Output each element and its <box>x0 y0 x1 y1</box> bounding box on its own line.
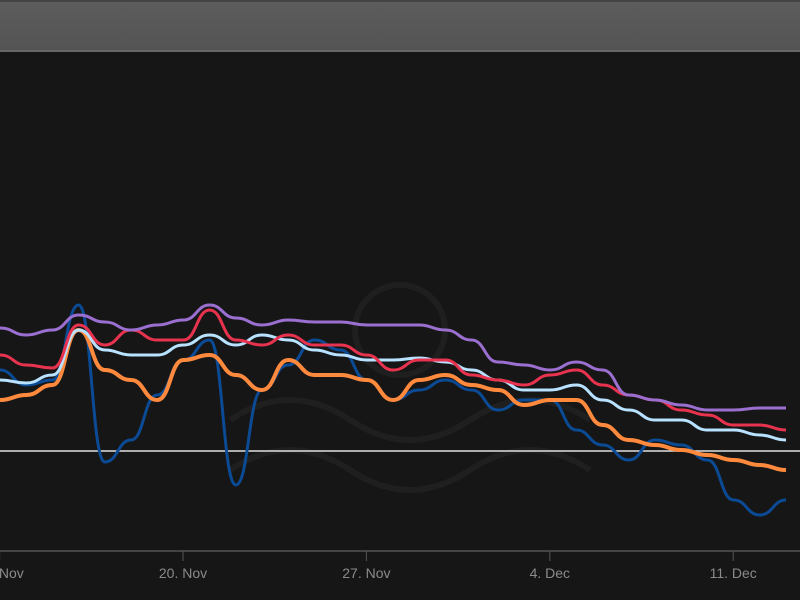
x-tick-label: 13. Nov <box>0 565 24 581</box>
series-line-4 <box>0 303 786 412</box>
x-tick-label: 11. Dec <box>710 565 757 581</box>
top-bar <box>0 0 800 52</box>
x-tick-label: 4. Dec <box>530 565 570 581</box>
series-line-1 <box>0 328 787 472</box>
x-tick-label: 27. Nov <box>342 565 390 581</box>
x-tick-label: 20. Nov <box>159 565 207 581</box>
series-line-2 <box>0 328 787 442</box>
series-line-3 <box>0 308 787 432</box>
